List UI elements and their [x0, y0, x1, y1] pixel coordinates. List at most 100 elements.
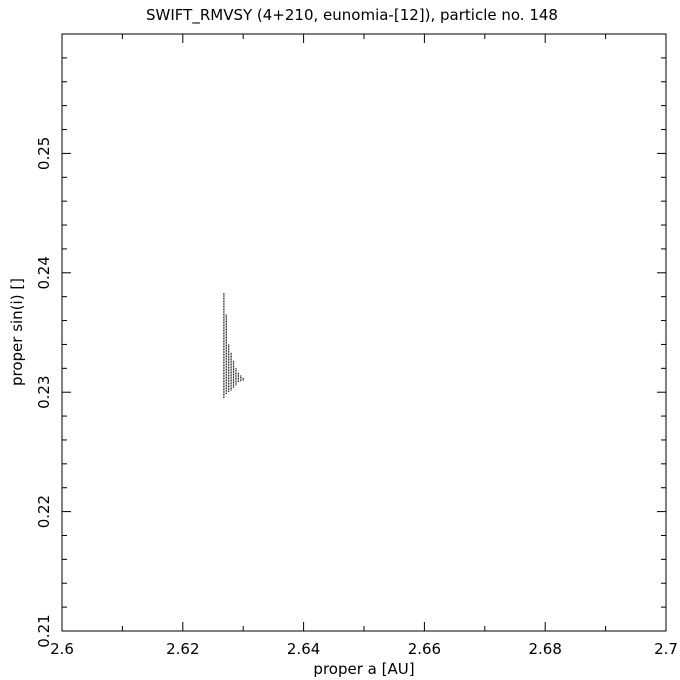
data-point: [228, 371, 230, 373]
data-point: [225, 367, 227, 369]
point-cluster: [225, 314, 227, 394]
data-point: [232, 370, 235, 372]
data-point: [223, 382, 225, 384]
data-point: [223, 369, 225, 371]
data-point: [228, 365, 230, 367]
data-point: [225, 340, 227, 342]
y-tick-label: 0.21: [35, 614, 53, 647]
data-point: [223, 318, 225, 320]
data-point: [228, 355, 230, 357]
data-point: [225, 344, 227, 346]
data-point: [232, 380, 235, 382]
data-point: [223, 389, 225, 391]
data-point: [230, 379, 232, 381]
data-point: [223, 299, 225, 301]
data-point: [228, 349, 230, 351]
data-point: [223, 313, 225, 315]
data-point: [225, 364, 227, 366]
data-point: [223, 384, 225, 386]
data-point: [223, 315, 225, 317]
data-point: [223, 305, 225, 307]
data-point: [225, 359, 227, 361]
data-point: [223, 329, 225, 331]
data-point: [228, 352, 230, 354]
y-axis-label: proper sin(i) []: [8, 278, 26, 386]
data-point: [235, 368, 237, 370]
data-point: [223, 309, 225, 311]
x-tick-label: 2.66: [408, 640, 441, 658]
data-point: [232, 378, 235, 380]
data-point: [225, 320, 227, 322]
data-point: [223, 387, 225, 389]
data-point: [225, 392, 227, 394]
data-point: [225, 389, 227, 391]
data-point: [228, 384, 230, 386]
data-point: [228, 370, 230, 372]
data-point: [225, 357, 227, 359]
data-point: [230, 370, 232, 372]
data-point: [225, 360, 227, 362]
data-point: [225, 348, 227, 350]
point-cluster: [240, 375, 242, 382]
data-point: [223, 374, 225, 376]
data-point: [225, 383, 227, 385]
data-point: [225, 356, 227, 358]
data-point: [225, 316, 227, 318]
data-point: [223, 331, 225, 333]
data-point: [225, 335, 227, 337]
data-point: [230, 362, 232, 364]
data-point: [228, 378, 230, 380]
data-point: [232, 364, 235, 366]
data-point: [230, 381, 232, 383]
data-point: [225, 341, 227, 343]
data-point: [223, 355, 225, 357]
data-point: [228, 366, 230, 368]
data-point: [232, 381, 235, 383]
data-point: [230, 384, 232, 386]
data-point: [225, 338, 227, 340]
x-tick-label: 2.7: [654, 640, 678, 658]
data-point: [225, 324, 227, 326]
data-point: [232, 361, 235, 363]
data-point: [235, 377, 237, 379]
data-point: [225, 370, 227, 372]
data-point: [225, 380, 227, 382]
data-point: [223, 365, 225, 367]
data-point: [223, 350, 225, 352]
data-point: [225, 362, 227, 364]
data-point: [223, 294, 225, 296]
data-point: [235, 374, 237, 376]
data-point: [232, 373, 235, 375]
data-point: [230, 368, 232, 370]
data-point: [225, 314, 227, 316]
data-point: [223, 328, 225, 330]
data-point: [223, 381, 225, 383]
data-point: [232, 383, 235, 385]
data-point: [223, 301, 225, 303]
data-point: [225, 330, 227, 332]
data-point: [230, 386, 232, 388]
data-point: [235, 373, 237, 375]
data-point: [235, 371, 237, 373]
data-point: [223, 320, 225, 322]
data-point: [223, 366, 225, 368]
data-point: [223, 395, 225, 397]
data-point: [225, 381, 227, 383]
data-point: [237, 374, 239, 376]
data-point: [225, 386, 227, 388]
data-point: [232, 369, 235, 371]
data-point: [225, 317, 227, 319]
data-point: [240, 377, 242, 379]
data-point: [223, 323, 225, 325]
data-point: [228, 350, 230, 352]
data-point: [228, 346, 230, 348]
point-cluster: [232, 361, 235, 388]
data-point: [232, 386, 235, 388]
data-point: [230, 376, 232, 378]
data-point: [223, 307, 225, 309]
data-point: [223, 296, 225, 298]
data-point: [230, 365, 232, 367]
data-point: [223, 385, 225, 387]
data-point: [232, 365, 235, 367]
x-axis-label: proper a [AU]: [313, 660, 414, 678]
